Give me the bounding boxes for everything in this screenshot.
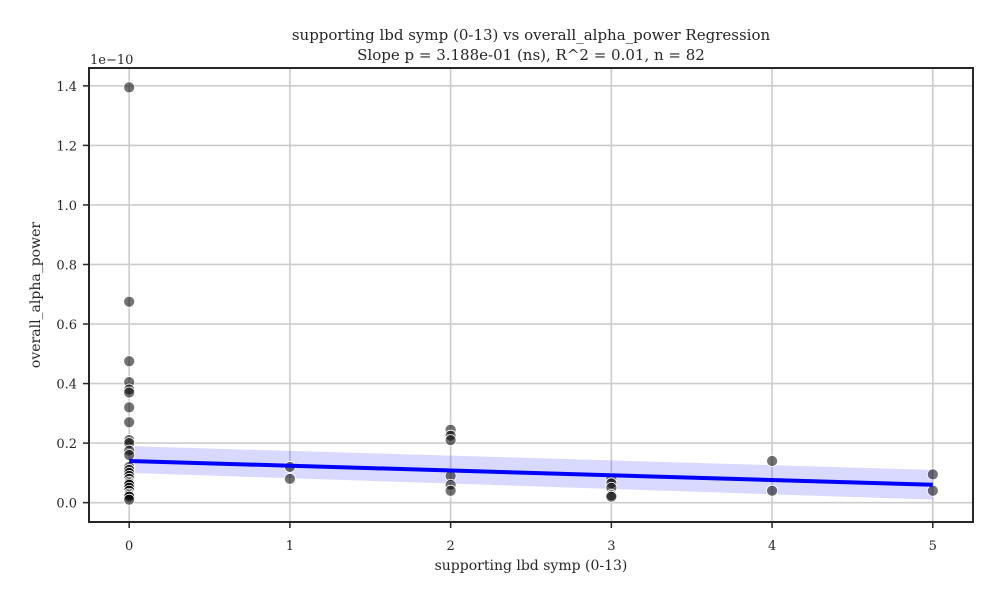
x-tick-label: 3 xyxy=(607,539,615,554)
data-point xyxy=(123,386,136,399)
y-tick-label: 1.4 xyxy=(56,80,77,95)
y-tick-label: 0.0 xyxy=(56,497,77,512)
y-tick-label: 1.0 xyxy=(56,199,77,214)
axis-ticks-layer: 0 1 2 3 4 5 0.0 0.2 0.4 0.6 0.8 1.0 1.2 1.4 xyxy=(56,80,937,554)
chart-subtitle: Slope p = 3.188e-01 (ns), R^2 = 0.01, n … xyxy=(357,46,705,64)
data-point xyxy=(444,434,457,447)
regression-line-layer xyxy=(129,458,933,487)
chart-title: supporting lbd symp (0-13) vs overall_al… xyxy=(292,26,771,44)
grid-layer xyxy=(89,68,973,522)
x-tick-label: 2 xyxy=(446,539,454,554)
data-point xyxy=(926,468,939,481)
data-point xyxy=(766,455,778,467)
regression-line xyxy=(129,458,933,487)
data-point xyxy=(444,484,457,497)
data-point xyxy=(123,416,136,429)
data-point xyxy=(605,490,618,503)
y-tick-label: 0.4 xyxy=(56,378,77,393)
data-point xyxy=(123,493,136,506)
y-axis-label: overall_alpha_power xyxy=(28,222,44,368)
x-tick-label: 5 xyxy=(929,539,937,554)
data-point xyxy=(766,484,778,497)
x-axis-label: supporting lbd symp (0-13) xyxy=(435,558,628,574)
data-point xyxy=(926,484,939,497)
data-point xyxy=(123,81,136,94)
plot-frame xyxy=(88,67,974,523)
y-scale-offset-label: 1e−10 xyxy=(90,53,133,68)
y-tick-label: 1.2 xyxy=(56,139,77,154)
data-points-layer xyxy=(123,81,939,506)
y-tick-label: 0.6 xyxy=(56,318,77,333)
data-point xyxy=(284,472,296,485)
data-point xyxy=(123,449,136,461)
y-tick-label: 0.2 xyxy=(56,437,77,452)
x-tick-label: 4 xyxy=(768,539,776,554)
x-tick-label: 0 xyxy=(125,539,133,554)
data-point xyxy=(123,295,136,308)
y-tick-label: 0.8 xyxy=(56,258,77,273)
data-point xyxy=(123,401,136,414)
data-point xyxy=(123,355,136,368)
x-tick-label: 1 xyxy=(286,539,294,554)
